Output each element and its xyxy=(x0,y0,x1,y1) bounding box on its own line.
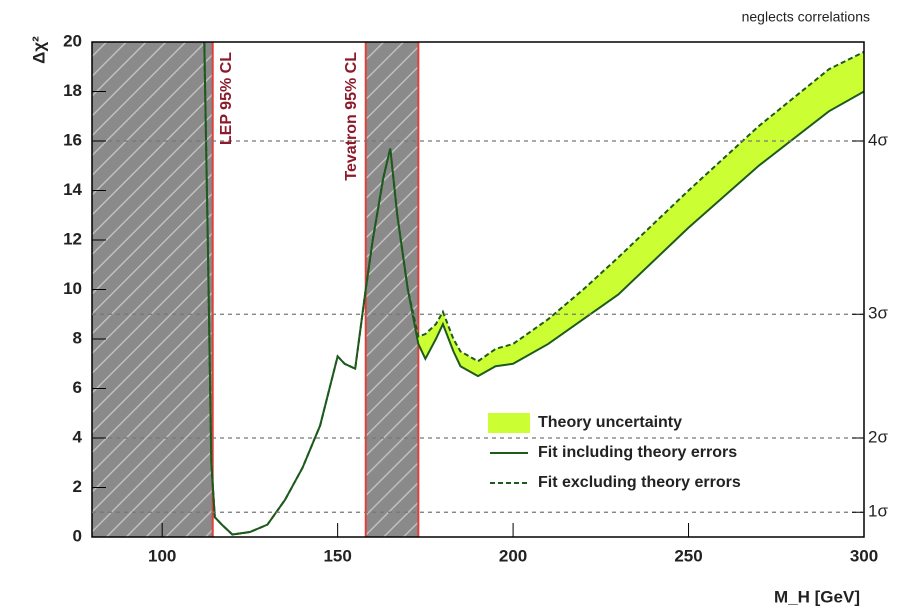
legend-label: Fit excluding theory errors xyxy=(538,474,741,491)
series-line xyxy=(203,42,864,536)
y-tick-label: 4 xyxy=(73,427,83,446)
y2-tick-label: 3σ xyxy=(868,304,888,323)
y2-tick-label: 2σ xyxy=(868,427,888,446)
y-tick-label: 12 xyxy=(63,229,82,248)
y-tick-label: 6 xyxy=(73,378,82,397)
x-axis-label: M_H [GeV] xyxy=(774,587,860,606)
region-label: Tevatron 95% CL xyxy=(343,52,360,181)
x-tick-label: 250 xyxy=(674,546,702,565)
legend-label: Theory uncertainty xyxy=(538,414,682,431)
note: neglects correlations xyxy=(742,9,870,25)
legend-swatch xyxy=(488,413,530,433)
legend-label: Fit including theory errors xyxy=(538,444,737,461)
x-tick-label: 100 xyxy=(148,546,176,565)
x-tick-label: 200 xyxy=(499,546,527,565)
y-tick-label: 0 xyxy=(73,526,82,545)
theory-band xyxy=(204,42,864,535)
y-tick-label: 2 xyxy=(73,477,82,496)
x-tick-label: 150 xyxy=(323,546,351,565)
region-label: LEP 95% CL xyxy=(218,52,235,145)
y2-tick-label: 1σ xyxy=(868,502,888,521)
excluded-region xyxy=(92,42,213,537)
excluded-region xyxy=(365,42,419,537)
y-tick-label: 16 xyxy=(63,130,82,149)
y-tick-label: 18 xyxy=(63,81,82,100)
x-tick-label: 300 xyxy=(850,546,878,565)
y-tick-label: 14 xyxy=(63,180,82,199)
y-tick-label: 10 xyxy=(63,279,82,298)
y-tick-label: 8 xyxy=(73,328,82,347)
y-axis-label: Δχ² xyxy=(29,36,48,64)
series-line xyxy=(203,42,864,536)
y-tick-label: 20 xyxy=(63,31,82,50)
y2-tick-label: 4σ xyxy=(868,130,888,149)
